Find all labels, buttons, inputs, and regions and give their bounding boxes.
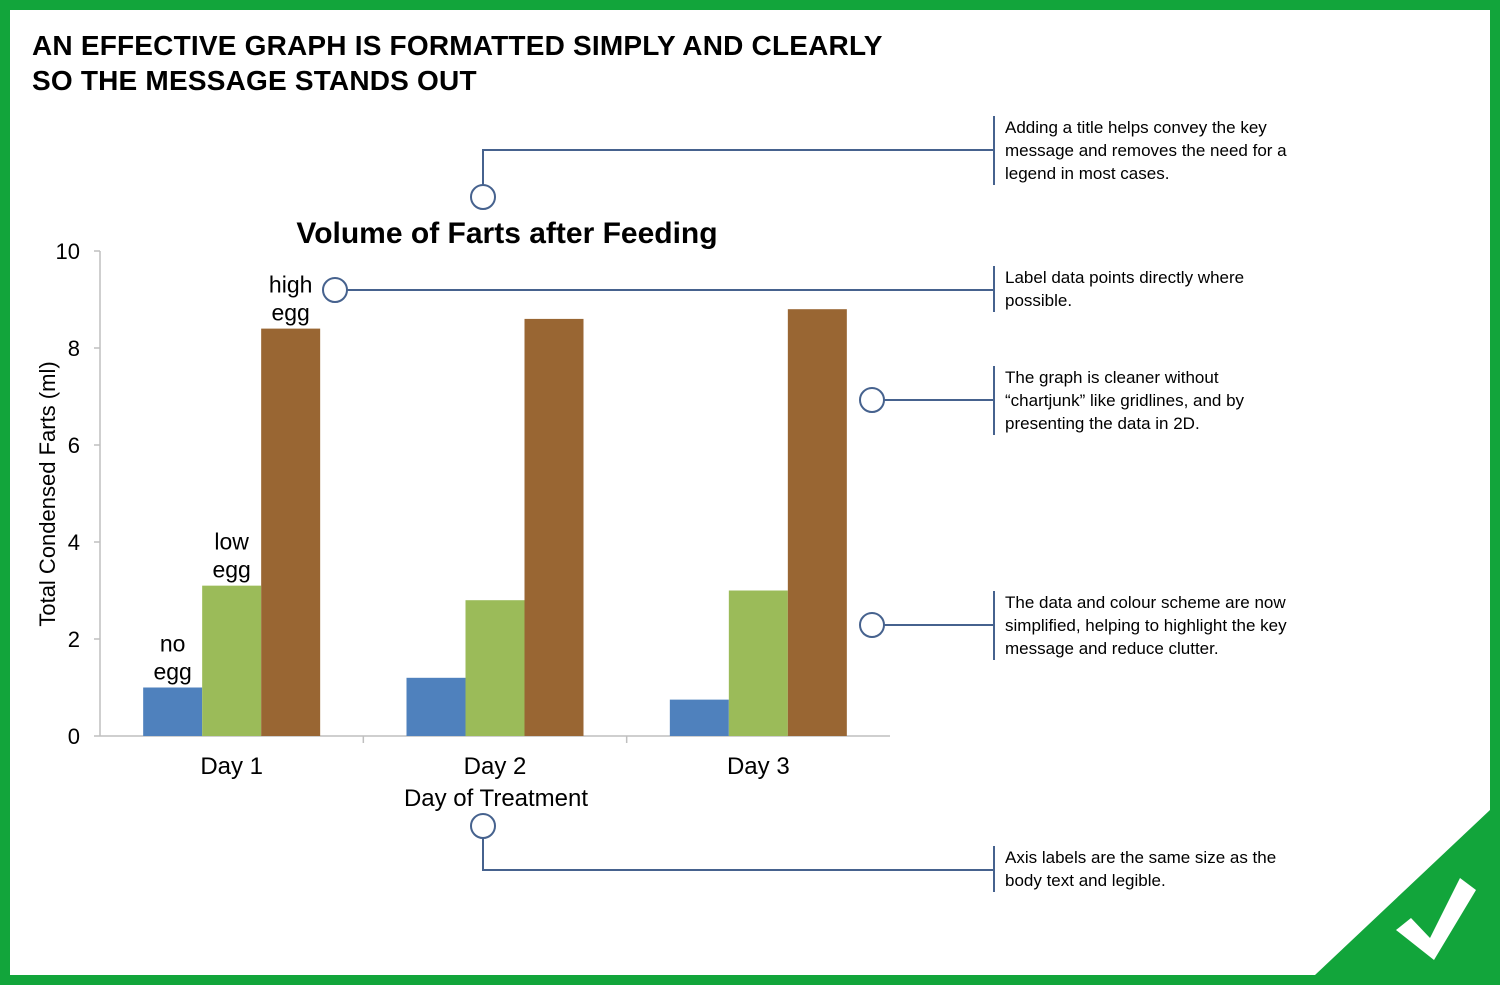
bar bbox=[202, 585, 262, 736]
note-line: Adding a title helps convey the key bbox=[1005, 118, 1267, 137]
series-label: low bbox=[214, 529, 249, 555]
check-mark-icon bbox=[1396, 878, 1476, 960]
note-labels: Label data points directly where possibl… bbox=[993, 266, 1244, 312]
callout-connectors bbox=[322, 149, 995, 871]
callout-circle-colours bbox=[859, 612, 885, 638]
y-tick-label: 4 bbox=[68, 530, 80, 555]
note-line: message and removes the need for a bbox=[1005, 141, 1287, 160]
page-title-line-1: AN EFFECTIVE GRAPH IS FORMATTED SIMPLY A… bbox=[32, 30, 883, 61]
bar bbox=[406, 677, 466, 736]
note-line: legend in most cases. bbox=[1005, 164, 1170, 183]
note-axis-labels: Axis labels are the same size as the bod… bbox=[993, 846, 1276, 892]
note-line: message and reduce clutter. bbox=[1005, 639, 1219, 658]
note-line: The graph is cleaner without bbox=[1005, 368, 1219, 387]
note-colours: The data and colour scheme are now simpl… bbox=[993, 591, 1287, 660]
chart-title: Volume of Farts after Feeding bbox=[296, 217, 717, 250]
plot-area: Volume of Farts after Feeding 0 2 4 6 8 10 Day … bbox=[35, 217, 890, 812]
bar bbox=[669, 699, 729, 736]
callout-circle-labels bbox=[322, 277, 348, 303]
note-line: Axis labels are the same size as the bbox=[1005, 848, 1277, 867]
series-label: egg bbox=[153, 659, 191, 685]
y-tick-label: 8 bbox=[68, 336, 80, 361]
note-line: “chartjunk” like gridlines, and by bbox=[1005, 391, 1245, 410]
callout-line-title bbox=[482, 149, 995, 185]
page-title: AN EFFECTIVE GRAPH IS FORMATTED SIMPLY A… bbox=[32, 28, 883, 98]
bar bbox=[261, 328, 321, 736]
note-line: Label data points directly where bbox=[1005, 268, 1245, 287]
x-axis-title: Day of Treatment bbox=[404, 785, 588, 812]
note-chartjunk: The graph is cleaner without “chartjunk”… bbox=[993, 366, 1244, 435]
note-title: Adding a title helps convey the key mess… bbox=[993, 116, 1287, 185]
bar bbox=[728, 590, 788, 736]
note-line: body text and legible. bbox=[1005, 871, 1166, 890]
y-axis-title: Total Condensed Farts (ml) bbox=[35, 361, 60, 626]
corner-badge bbox=[1315, 810, 1490, 975]
series-label: high bbox=[269, 272, 312, 298]
series-label: no bbox=[160, 631, 186, 657]
callout-circle-axis bbox=[470, 813, 496, 839]
y-tick-label: 10 bbox=[56, 239, 80, 264]
bar bbox=[465, 600, 525, 736]
callout-circle-chartjunk bbox=[859, 387, 885, 413]
y-tick-label: 0 bbox=[68, 724, 80, 749]
callout-circle-title bbox=[470, 184, 496, 210]
series-label: egg bbox=[212, 557, 250, 583]
x-tick-label: Day 2 bbox=[464, 753, 527, 780]
note-line: possible. bbox=[1005, 291, 1073, 310]
bar bbox=[787, 309, 847, 736]
callout-line-axis bbox=[482, 838, 995, 871]
bar bbox=[143, 687, 203, 736]
note-line: presenting the data in 2D. bbox=[1005, 414, 1200, 433]
y-tick-label: 6 bbox=[68, 433, 80, 458]
bar bbox=[524, 318, 584, 736]
page-title-line-2: SO THE MESSAGE STANDS OUT bbox=[32, 65, 477, 96]
series-label: egg bbox=[271, 300, 309, 326]
x-tick-label: Day 3 bbox=[727, 753, 790, 780]
x-tick-label: Day 1 bbox=[200, 753, 263, 780]
chart: Volume of Farts after Feeding 0 2 4 6 8 10 Day … bbox=[35, 149, 995, 871]
note-line: simplified, helping to highlight the key bbox=[1005, 616, 1287, 635]
note-line: The data and colour scheme are now bbox=[1005, 593, 1286, 612]
y-tick-label: 2 bbox=[68, 627, 80, 652]
